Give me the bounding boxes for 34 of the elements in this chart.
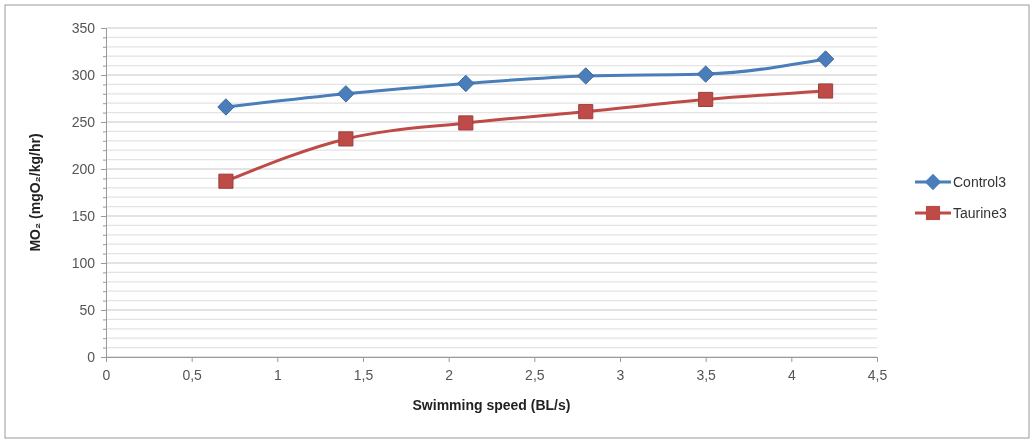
point xyxy=(818,83,834,99)
y-tick-label: 350 xyxy=(71,19,96,36)
point xyxy=(698,91,714,108)
point xyxy=(697,65,715,83)
y-tick-label: 0 xyxy=(87,348,96,365)
x-tick-label: 4 xyxy=(787,366,796,383)
legend-label: Taurine3 xyxy=(953,205,1007,221)
y-axis-title: MO₂ (mgO₂/kg/hr) xyxy=(27,133,43,252)
x-tick-label: 4,5 xyxy=(867,366,888,383)
y-tick-label: 100 xyxy=(71,254,96,271)
point xyxy=(458,115,474,131)
point xyxy=(217,98,235,116)
legend-label: Control3 xyxy=(953,174,1007,190)
point xyxy=(337,85,355,103)
point xyxy=(577,67,595,85)
x-tick-label: 3 xyxy=(616,366,625,383)
y-tick-label: 300 xyxy=(71,66,96,83)
x-tick-label: 1 xyxy=(273,366,282,383)
point xyxy=(457,74,475,93)
x-tick-label: 2 xyxy=(445,366,454,383)
y-tick-label: 200 xyxy=(71,160,96,177)
point xyxy=(218,173,234,189)
x-tick-label: 3,5 xyxy=(696,366,717,383)
point xyxy=(338,131,354,147)
x-tick-label: 0 xyxy=(102,366,111,383)
x-tick-label: 0,5 xyxy=(182,366,203,383)
y-tick-label: 250 xyxy=(71,113,96,130)
point xyxy=(816,50,835,68)
x-axis-title: Swimming speed (BL/s) xyxy=(412,397,571,413)
point xyxy=(578,104,594,120)
y-tick-label: 50 xyxy=(79,301,96,318)
x-tick-label: 2,5 xyxy=(525,366,545,383)
x-tick-label: 1,5 xyxy=(353,366,374,383)
y-tick-label: 150 xyxy=(71,207,96,224)
